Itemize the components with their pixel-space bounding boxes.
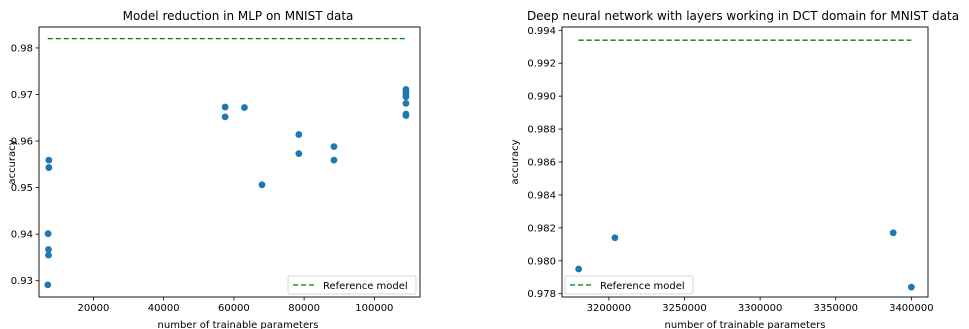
data-point (45, 251, 52, 259)
y-tick-label: 0.97 (11, 90, 33, 101)
legend-label: Reference model (600, 281, 685, 292)
y-tick-label: 0.978 (527, 289, 556, 300)
x-tick-label: 40000 (148, 303, 180, 314)
x-axis-title: number of trainable parameters (665, 320, 826, 329)
dct-chart-panel: Deep neural network with layers working … (510, 9, 959, 329)
legend: Reference model (287, 275, 417, 295)
legend-label: Reference model (323, 281, 408, 292)
x-tick-label: 100000 (355, 303, 393, 314)
data-point (295, 131, 303, 138)
data-point (258, 181, 266, 189)
y-tick-label: 0.96 (11, 137, 33, 148)
chart-title: Deep neural network with layers working … (527, 9, 959, 23)
data-point (241, 104, 248, 111)
data-points (575, 229, 915, 291)
data-point (45, 246, 52, 253)
data-point (221, 103, 229, 111)
data-point (330, 156, 338, 164)
axis-ticks: 20000 40000 60000 80000 100000 0.93 0.94 0.95 0.… (11, 43, 394, 314)
y-axis-title: accuracy (510, 139, 521, 184)
y-tick-label: 0.992 (527, 59, 556, 70)
data-point (889, 229, 897, 237)
x-tick-label: 20000 (78, 303, 110, 314)
x-tick-label: 3350000 (813, 303, 858, 314)
y-tick-label: 0.98 (11, 43, 33, 54)
x-tick-label: 60000 (218, 303, 250, 314)
y-tick-label: 0.988 (527, 125, 556, 136)
x-tick-label: 80000 (288, 303, 320, 314)
data-point (221, 113, 229, 121)
chart-title: Model reduction in MLP on MNIST data (123, 9, 354, 23)
axis-ticks: 3200000 3250000 3300000 3350000 3400000 0.978… (527, 26, 933, 314)
legend: Reference model (564, 275, 694, 295)
data-point (44, 230, 52, 238)
y-tick-label: 0.986 (527, 158, 556, 169)
data-point (44, 281, 52, 289)
x-axis-title: number of trainable parameters (158, 320, 319, 329)
data-point (402, 85, 410, 93)
y-tick-label: 0.994 (527, 26, 556, 37)
data-point (402, 99, 410, 107)
legend-box (564, 275, 694, 295)
data-point (575, 265, 583, 273)
y-tick-label: 0.95 (11, 183, 33, 194)
mlp-chart-panel: Model reduction in MLP on MNIST data 200… (7, 9, 421, 329)
data-point (45, 164, 53, 171)
data-point (611, 234, 619, 242)
plot-area-frame (561, 26, 929, 298)
y-tick-label: 0.980 (527, 256, 556, 267)
y-axis-title: accuracy (7, 139, 18, 184)
data-point (907, 283, 915, 291)
legend-box (287, 275, 417, 295)
y-tick-label: 0.982 (527, 223, 556, 234)
x-tick-label: 3300000 (738, 303, 783, 314)
plot-area-frame (38, 26, 421, 298)
y-tick-label: 0.94 (11, 230, 33, 241)
data-point (330, 143, 338, 151)
data-point (295, 150, 303, 158)
data-point (402, 110, 410, 118)
data-point (45, 156, 53, 164)
y-tick-label: 0.984 (527, 190, 556, 201)
x-tick-label: 3200000 (587, 303, 632, 314)
data-points (44, 85, 410, 289)
y-tick-label: 0.93 (11, 276, 33, 287)
x-tick-label: 3250000 (662, 303, 707, 314)
x-tick-label: 3400000 (889, 303, 934, 314)
y-tick-label: 0.990 (527, 92, 556, 103)
